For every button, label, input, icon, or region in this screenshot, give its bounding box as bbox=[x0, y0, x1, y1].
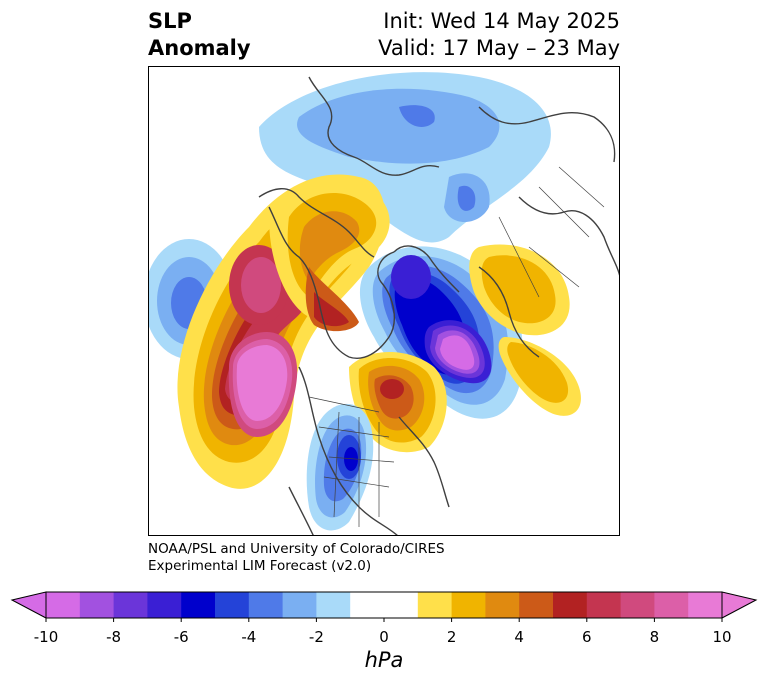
colorbar-cell bbox=[451, 592, 486, 618]
colorbar-cell bbox=[620, 592, 655, 618]
colorbar-cell bbox=[215, 592, 250, 618]
colorbar-left-extension bbox=[10, 591, 47, 619]
colorbar-cells bbox=[46, 592, 723, 618]
map-canvas bbox=[149, 72, 619, 535]
colorbar-tick-label: 0 bbox=[379, 628, 389, 646]
colorbar-cell bbox=[46, 592, 81, 618]
colorbar-cell bbox=[688, 592, 723, 618]
colorbar-tick-label: -2 bbox=[308, 628, 324, 646]
map-title: SLP Anomaly bbox=[148, 8, 251, 62]
colorbar-cell bbox=[417, 592, 453, 618]
colorbar-cell bbox=[654, 592, 689, 618]
colorbar-cell bbox=[553, 592, 588, 618]
colorbar-tick-label: 2 bbox=[446, 628, 457, 646]
colorbar-tick-label: -4 bbox=[241, 628, 257, 646]
credit-text: NOAA/PSL and University of Colorado/CIRE… bbox=[148, 541, 445, 575]
colorbar-cell bbox=[316, 592, 351, 618]
valid-dates: Valid: 17 May – 23 May bbox=[378, 36, 620, 60]
colorbar-unit: hPa bbox=[364, 648, 404, 672]
colorbar-right-extension bbox=[721, 591, 758, 619]
colorbar-cell bbox=[248, 592, 284, 618]
colorbar-cell bbox=[485, 592, 520, 618]
colorbar-cell bbox=[384, 592, 419, 618]
colorbar-tick-label: -10 bbox=[33, 628, 59, 646]
central-us-low bbox=[306, 403, 374, 531]
colorbar-cell bbox=[147, 592, 182, 618]
colorbar-cell bbox=[79, 592, 115, 618]
colorbar-cell bbox=[113, 592, 148, 618]
labrador-sea-low bbox=[359, 246, 523, 419]
eurasia-high bbox=[469, 244, 581, 416]
init-date: Init: Wed 14 May 2025 bbox=[383, 9, 620, 33]
coastlines bbox=[258, 76, 619, 535]
title-line-1: SLP bbox=[148, 9, 192, 33]
colorbar-tick-label: 10 bbox=[712, 628, 732, 646]
colorbar-tick-label: 6 bbox=[582, 628, 592, 646]
colorbar bbox=[10, 591, 758, 622]
colorbar-tick-label: 4 bbox=[514, 628, 524, 646]
colorbar-ticks bbox=[45, 618, 723, 622]
eastern-canada-high bbox=[349, 352, 447, 453]
colorbar-cell bbox=[181, 592, 216, 618]
colorbar-tick-label: 8 bbox=[649, 628, 660, 646]
credit-line-2: Experimental LIM Forecast (v2.0) bbox=[148, 558, 372, 574]
title-line-2: Anomaly bbox=[148, 36, 251, 60]
forecast-dates: Init: Wed 14 May 2025 Valid: 17 May – 23… bbox=[378, 8, 620, 62]
colorbar-cell bbox=[282, 592, 317, 618]
credit-line-1: NOAA/PSL and University of Colorado/CIRE… bbox=[148, 541, 445, 557]
anomaly-map bbox=[148, 66, 620, 536]
borders bbox=[308, 166, 605, 527]
alaska-canada-high bbox=[269, 176, 390, 332]
colorbar-tick-label: -8 bbox=[106, 628, 122, 646]
colorbar-cell bbox=[519, 592, 554, 618]
colorbar-cell bbox=[350, 592, 385, 618]
colorbar-cell bbox=[586, 592, 622, 618]
colorbar-tick-label: -6 bbox=[173, 628, 189, 646]
